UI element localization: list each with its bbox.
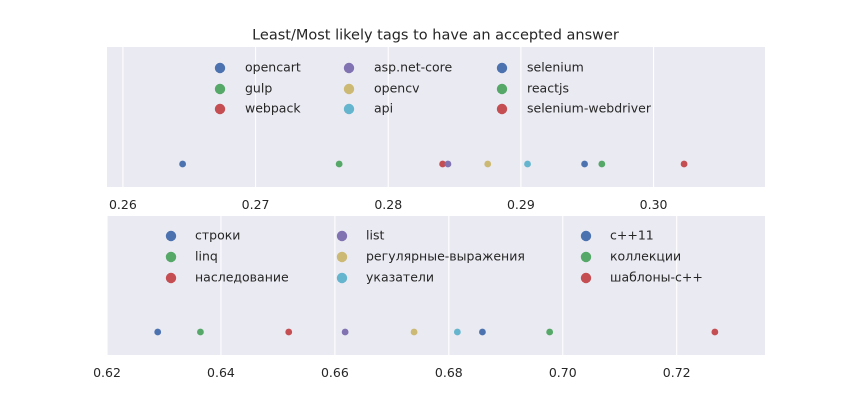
legend-label: selenium-webdriver <box>527 101 652 116</box>
legend-item: gulp <box>214 81 272 96</box>
legend: opencart gulp webpack asp.net-core opencv api… <box>214 60 652 116</box>
legend-label: webpack <box>245 101 301 116</box>
data-point <box>179 160 187 168</box>
legend: строки linq наследование list регулярные-выр… <box>165 228 703 285</box>
legend-item: opencv <box>343 81 420 96</box>
legend-marker <box>496 83 508 95</box>
plot-area <box>107 216 765 355</box>
legend-marker <box>336 230 348 242</box>
legend-marker <box>580 272 592 284</box>
legend-item: наследование <box>165 270 289 285</box>
legend-item: регулярные-выражения <box>336 249 525 264</box>
legend-item: reactjs <box>496 81 569 96</box>
x-tick-label: 0.30 <box>640 197 668 212</box>
legend-marker <box>336 272 348 284</box>
legend-item: коллекции <box>580 249 681 264</box>
legend-marker <box>580 230 592 242</box>
legend-marker <box>165 251 177 263</box>
x-tick-label: 0.72 <box>663 365 691 380</box>
legend-marker <box>343 62 355 74</box>
legend-label: asp.net-core <box>374 60 452 75</box>
legend-marker <box>496 62 508 74</box>
legend-label: list <box>366 228 384 243</box>
legend-label: linq <box>195 249 218 264</box>
legend-item: selenium-webdriver <box>496 101 652 116</box>
legend-item: webpack <box>214 101 301 116</box>
x-tick-label: 0.26 <box>109 197 137 212</box>
legend-item: opencart <box>214 60 301 75</box>
legend-item: selenium <box>496 60 584 75</box>
data-point <box>197 328 204 336</box>
legend-label: наследование <box>195 270 289 285</box>
legend-label: api <box>374 101 393 116</box>
legend-label: с++11 <box>610 228 654 243</box>
legend-item: с++11 <box>580 228 654 243</box>
x-tick-label: 0.66 <box>321 365 349 380</box>
data-point <box>680 160 688 168</box>
legend-label: gulp <box>245 81 272 96</box>
x-tick-label: 0.68 <box>435 365 463 380</box>
legend-item: list <box>336 228 384 243</box>
legend-marker <box>580 251 592 263</box>
legend-item: asp.net-core <box>343 60 452 75</box>
data-point <box>453 328 461 336</box>
x-tick-label: 0.29 <box>507 197 535 212</box>
legend-item: api <box>343 101 393 116</box>
legend-label: opencart <box>245 60 301 75</box>
legend-marker <box>336 251 348 263</box>
data-point <box>711 328 719 336</box>
top-panel: 0.26 0.27 0.28 0.29 0.30 opencart gulp webpack a… <box>107 47 765 212</box>
legend-marker <box>165 230 177 242</box>
legend-marker <box>343 83 355 95</box>
data-point <box>410 328 418 336</box>
x-tick-label: 0.70 <box>549 365 577 380</box>
legend-label: регулярные-выражения <box>366 249 525 264</box>
legend-item: шаблоны-с++ <box>580 270 703 285</box>
data-point <box>598 160 606 168</box>
x-tick-label: 0.28 <box>374 197 402 212</box>
x-tick-label: 0.62 <box>93 365 121 380</box>
legend-label: шаблоны-с++ <box>610 270 703 285</box>
data-point <box>581 160 588 168</box>
legend-label: коллекции <box>610 249 681 264</box>
legend-marker <box>214 83 226 95</box>
legend-item: указатели <box>336 270 434 285</box>
legend-item: linq <box>165 249 218 264</box>
data-point <box>484 160 492 168</box>
bottom-panel: 0.62 0.64 0.66 0.68 0.70 0.72 строки linq наслед… <box>93 216 765 380</box>
data-point <box>154 328 162 336</box>
legend-label: reactjs <box>527 81 569 96</box>
data-point <box>479 328 486 336</box>
x-tick-label: 0.64 <box>207 365 235 380</box>
legend-marker <box>214 103 226 115</box>
legend-marker <box>496 103 508 115</box>
data-point <box>341 328 349 336</box>
legend-marker <box>343 103 355 115</box>
legend-label: строки <box>195 228 240 243</box>
legend-label: opencv <box>374 81 420 96</box>
x-tick-label: 0.27 <box>242 197 270 212</box>
data-point <box>524 160 531 168</box>
legend-item: строки <box>165 228 240 243</box>
data-point <box>546 328 554 336</box>
legend-marker <box>165 272 177 284</box>
legend-marker <box>214 62 226 74</box>
data-point <box>439 160 447 168</box>
data-point <box>444 160 452 168</box>
chart-title: Least/Most likely tags to have an accept… <box>252 28 619 44</box>
legend-label: selenium <box>527 60 584 75</box>
data-point <box>335 160 343 168</box>
legend-label: указатели <box>366 270 434 285</box>
data-point <box>285 328 293 336</box>
